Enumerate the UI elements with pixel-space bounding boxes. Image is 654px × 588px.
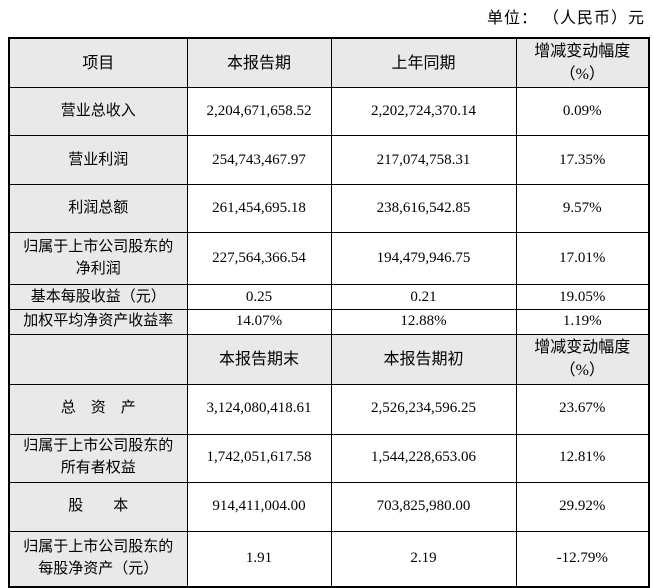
cell-current-value: 0.25 (186, 284, 332, 311)
table-row-operating-profit: 营业利润 254,743,467.97 217,074,758.31 17.35… (8, 135, 650, 186)
cell-change-value: -12.79% (515, 530, 650, 588)
cell-prior-value: 194,479,946.75 (330, 232, 517, 286)
table-row-basic-eps: 基本每股收益（元） 0.25 0.21 19.05% (8, 284, 650, 311)
unit-label: 单位： （人民币）元 (486, 10, 645, 27)
cell-change-value: 17.35% (515, 135, 650, 186)
table-row-net-profit-attributable: 归属于上市公司股东的 净利润 227,564,366.54 194,479,94… (8, 232, 650, 286)
cell-current-value: 1,742,051,617.58 (186, 433, 332, 483)
table-row-total-assets: 总 资 产 3,124,080,418.61 2,526,234,596.25 … (8, 383, 650, 435)
cell-change-value: 1.19% (515, 309, 650, 336)
header-period-end: 本报告期末 (186, 334, 332, 385)
header-prior-period: 上年同期 (330, 37, 517, 89)
financial-summary-table: 项目 本报告期 上年同期 增减变动幅度 （%） 营业总收入 2,204,671,… (8, 37, 650, 588)
table-header-row-1: 项目 本报告期 上年同期 增减变动幅度 （%） (8, 37, 650, 89)
cell-current-value: 227,564,366.54 (186, 232, 332, 286)
table-row-weighted-roe: 加权平均净资产收益率 14.07% 12.88% 1.19% (8, 309, 650, 336)
cell-item-label: 营业总收入 (8, 87, 188, 137)
cell-change-value: 12.81% (515, 433, 650, 483)
cell-change-value: 23.67% (515, 383, 650, 435)
cell-item-label: 基本每股收益（元） (8, 284, 188, 311)
cell-change-value: 9.57% (515, 184, 650, 234)
cell-prior-value: 2.19 (330, 530, 517, 588)
cell-item-label: 营业利润 (8, 135, 188, 186)
cell-prior-value: 2,526,234,596.25 (330, 383, 517, 435)
cell-current-value: 254,743,467.97 (186, 135, 332, 186)
table-row-owners-equity-attributable: 归属于上市公司股东的 所有者权益 1,742,051,617.58 1,544,… (8, 433, 650, 483)
table-row-net-assets-per-share: 归属于上市公司股东的 每股净资产（元） 1.91 2.19 -12.79% (8, 530, 650, 588)
cell-change-value: 29.92% (515, 481, 650, 532)
header-current-period: 本报告期 (186, 37, 332, 89)
cell-prior-value: 217,074,758.31 (330, 135, 517, 186)
cell-prior-value: 238,616,542.85 (330, 184, 517, 234)
cell-current-value: 261,454,695.18 (186, 184, 332, 234)
cell-current-value: 1.91 (186, 530, 332, 588)
cell-current-value: 914,411,004.00 (186, 481, 332, 532)
header-item: 项目 (8, 37, 188, 89)
cell-change-value: 0.09% (515, 87, 650, 137)
cell-item-label: 归属于上市公司股东的 所有者权益 (8, 433, 188, 483)
header-change-percent: 增减变动幅度 （%） (515, 334, 650, 385)
cell-item-label: 总 资 产 (8, 383, 188, 435)
header-period-begin: 本报告期初 (330, 334, 517, 385)
cell-item-label: 股 本 (8, 481, 188, 532)
cell-change-value: 17.01% (515, 232, 650, 286)
header-change-percent: 增减变动幅度 （%） (515, 37, 650, 89)
cell-current-value: 2,204,671,658.52 (186, 87, 332, 137)
table-row-share-capital: 股 本 914,411,004.00 703,825,980.00 29.92% (8, 481, 650, 532)
table-header-row-2: 本报告期末 本报告期初 增减变动幅度 （%） (8, 334, 650, 385)
cell-prior-value: 12.88% (330, 309, 517, 336)
cell-item-label: 归属于上市公司股东的 每股净资产（元） (8, 530, 188, 588)
cell-item-label: 加权平均净资产收益率 (8, 309, 188, 336)
cell-current-value: 3,124,080,418.61 (186, 383, 332, 435)
cell-change-value: 19.05% (515, 284, 650, 311)
cell-prior-value: 0.21 (330, 284, 517, 311)
cell-prior-value: 703,825,980.00 (330, 481, 517, 532)
cell-item-label: 归属于上市公司股东的 净利润 (8, 232, 188, 286)
header-item-empty (8, 334, 188, 385)
table-row-total-profit: 利润总额 261,454,695.18 238,616,542.85 9.57% (8, 184, 650, 234)
cell-item-label: 利润总额 (8, 184, 188, 234)
cell-prior-value: 2,202,724,370.14 (330, 87, 517, 137)
cell-current-value: 14.07% (186, 309, 332, 336)
cell-prior-value: 1,544,228,653.06 (330, 433, 517, 483)
table-row-total-revenue: 营业总收入 2,204,671,658.52 2,202,724,370.14 … (8, 87, 650, 137)
